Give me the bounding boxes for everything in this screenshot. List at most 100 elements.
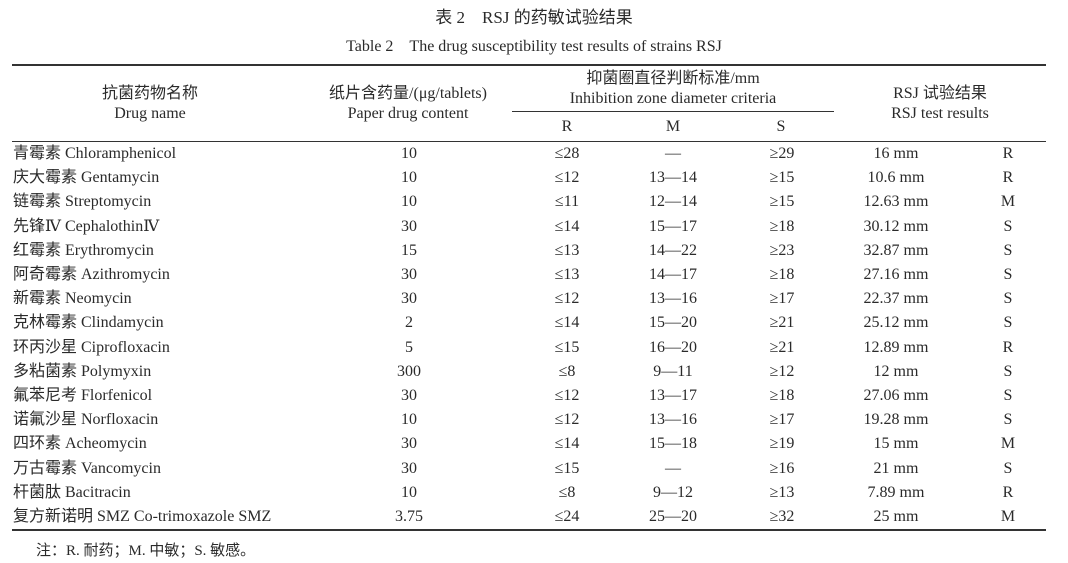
result-cell: R [1002, 338, 1014, 356]
content-cell: 10 [401, 145, 417, 162]
zone-cell: 27.06 mm [863, 387, 929, 404]
header-criteria-r: R [561, 118, 573, 135]
criteria-s-cell: ≥12 [769, 362, 795, 380]
result-cell: S [1003, 241, 1013, 259]
content-cell: 2 [405, 314, 413, 332]
content-cell: 15 [401, 241, 417, 259]
zone-cell: 25.12 mm [863, 314, 929, 332]
zone-cell: 30.12 mm [863, 217, 929, 235]
criteria-r-cell: ≤15 [554, 459, 580, 477]
zone-cell: 10.6 mm [867, 169, 925, 187]
drug-name-cell: 红霉素 Erythromycin [13, 241, 154, 259]
drug-name-cell: 复方新诺明 SMZ Co-trimoxazole SMZ [13, 508, 272, 525]
content-cell: 30 [401, 217, 417, 235]
criteria-s-cell: ≥15 [769, 169, 795, 187]
zone-cell: 22.37 mm [863, 290, 929, 308]
criteria-s-cell: ≥18 [769, 217, 795, 235]
drug-name-cell: 庆大霉素 Gentamycin [13, 169, 160, 187]
criteria-s-cell: ≥13 [769, 483, 795, 501]
criteria-s-cell: ≥18 [769, 387, 795, 404]
criteria-r-cell: ≤28 [554, 145, 580, 162]
drug-name-cell: 杆菌肽 Bacitracin [13, 483, 131, 501]
criteria-m-cell: 9—11 [653, 362, 693, 380]
result-cell: M [1000, 193, 1016, 211]
criteria-m-cell: 15—18 [649, 435, 697, 453]
criteria-r-cell: ≤15 [554, 338, 580, 356]
criteria-s-cell: ≥29 [769, 145, 795, 162]
result-cell: S [1003, 217, 1013, 235]
header-criteria: 抑菌圈直径判断标准/mm Inhibition zone diameter cr… [512, 69, 834, 109]
drug-name-cell: 克林霉素 Clindamycin [13, 314, 164, 332]
criteria-m-cell: 14—22 [649, 241, 697, 259]
header-drug-name-en: Drug name [114, 105, 186, 122]
table-title-cn: 表 2 RSJ 的药敏试验结果 [435, 8, 633, 27]
header-rule [12, 141, 1046, 142]
top-rule [12, 64, 1046, 66]
content-cell: 10 [401, 193, 417, 211]
header-criteria-m: M [665, 118, 681, 135]
content-cell: 30 [401, 266, 417, 283]
criteria-r-cell: ≤14 [554, 435, 580, 453]
criteria-m-cell: — [665, 459, 681, 477]
zone-cell: 21 mm [873, 459, 919, 477]
criteria-r-cell: ≤12 [554, 411, 580, 429]
drug-name-cell: 四环素 Acheomycin [13, 435, 147, 453]
zone-cell: 25 mm [873, 508, 919, 525]
criteria-m-cell: 9—12 [653, 483, 693, 501]
result-cell: R [1002, 145, 1014, 162]
zone-cell: 12.63 mm [863, 193, 929, 211]
zone-cell: 15 mm [873, 435, 919, 453]
result-cell: R [1002, 169, 1014, 187]
criteria-r-cell: ≤13 [554, 241, 580, 259]
result-cell: M [1000, 508, 1016, 525]
criteria-m-cell: 15—17 [649, 217, 697, 235]
zone-cell: 19.28 mm [863, 411, 929, 429]
criteria-m-cell: 13—16 [649, 290, 697, 308]
drug-name-cell: 环丙沙星 Ciprofloxacin [13, 338, 170, 356]
content-cell: 30 [401, 387, 417, 404]
result-cell: S [1003, 266, 1013, 283]
criteria-s-cell: ≥21 [769, 314, 795, 332]
result-cell: S [1003, 362, 1013, 380]
criteria-s-cell: ≥17 [769, 290, 795, 308]
header-criteria-en: Inhibition zone diameter criteria [569, 90, 777, 107]
header-criteria-s: S [776, 118, 786, 135]
content-cell: 10 [401, 169, 417, 187]
criteria-s-cell: ≥15 [769, 193, 795, 211]
criteria-s-cell: ≥17 [769, 411, 795, 429]
drug-name-cell: 阿奇霉素 Azithromycin [13, 266, 170, 283]
criteria-m-cell: 14—17 [649, 266, 697, 283]
result-cell: S [1003, 459, 1013, 477]
criteria-r-cell: ≤12 [554, 387, 580, 404]
criteria-r-cell: ≤24 [554, 508, 580, 525]
result-cell: S [1003, 387, 1013, 404]
criteria-r-cell: ≤12 [554, 290, 580, 308]
criteria-m-cell: — [665, 145, 681, 162]
criteria-m-cell: 25—20 [649, 508, 697, 525]
bottom-rule [12, 529, 1046, 531]
criteria-r-cell: ≤8 [558, 483, 576, 501]
content-cell: 3.75 [395, 508, 423, 525]
drug-name-cell: 多粘菌素 Polymyxin [13, 362, 152, 380]
header-content-en: Paper drug content [347, 105, 469, 122]
zone-cell: 27.16 mm [863, 266, 929, 283]
content-cell: 10 [401, 411, 417, 429]
criteria-s-cell: ≥21 [769, 338, 795, 356]
content-cell: 30 [401, 435, 417, 453]
criteria-m-cell: 15—20 [649, 314, 697, 332]
header-drug-name-cn: 抗菌药物名称 [101, 85, 198, 102]
header-content-cn: 纸片含药量/(μg/tablets) [329, 85, 487, 102]
criteria-s-cell: ≥19 [769, 435, 795, 453]
criteria-r-cell: ≤11 [554, 193, 580, 211]
zone-cell: 7.89 mm [867, 483, 925, 501]
drug-name-cell: 诺氟沙星 Norfloxacin [13, 411, 159, 429]
criteria-s-cell: ≥18 [769, 266, 795, 283]
drug-name-cell: 万古霉素 Vancomycin [13, 459, 161, 477]
header-criteria-cn: 抑菌圈直径判断标准/mm [586, 70, 760, 87]
drug-name-cell: 青霉素 Chloramphenicol [13, 145, 177, 162]
criteria-r-cell: ≤8 [558, 362, 576, 380]
header-result-en: RSJ test results [891, 105, 989, 122]
result-cell: S [1003, 290, 1013, 308]
header-drug-name: 抗菌药物名称 Drug name [40, 84, 260, 124]
header-result-cn: RSJ 试验结果 [893, 85, 987, 102]
